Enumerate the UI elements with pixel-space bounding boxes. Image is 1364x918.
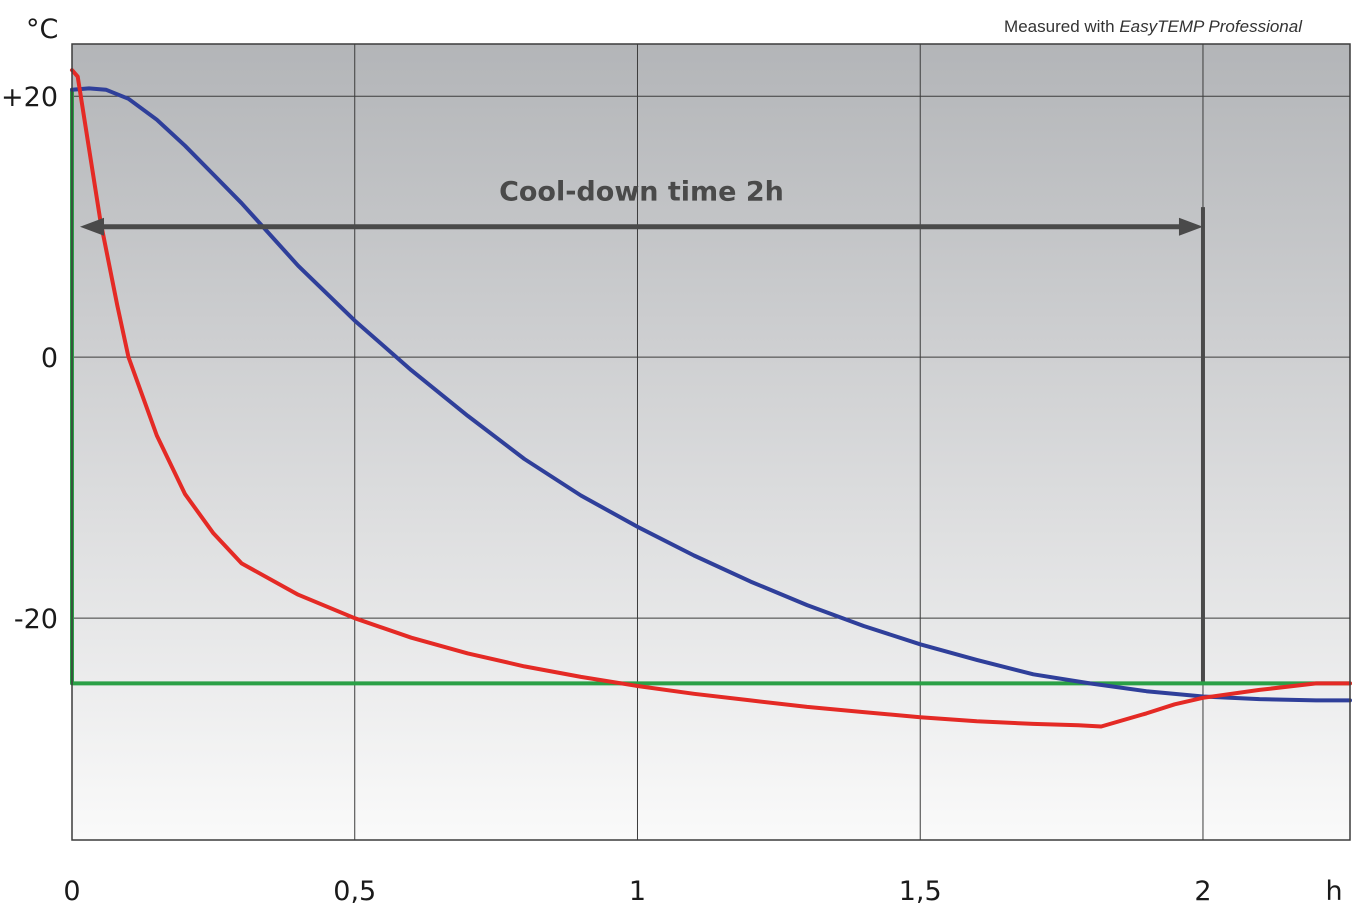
y-tick-label: 0 [41, 343, 58, 374]
measurement-note: Measured with EasyTEMP Professional [1004, 17, 1303, 36]
series-line-0 [70, 68, 1352, 729]
x-axis-ticks: 0 0,5 1 1,5 2 [63, 876, 1211, 907]
annotation-layer: Cool-down time 2h [80, 177, 1203, 236]
x-tick-label: 0 [63, 876, 80, 907]
cooldown-arrow-head-left [80, 217, 104, 236]
plot-frame [71, 43, 1351, 841]
series-line-1 [70, 86, 1352, 703]
x-unit-label: h [1325, 876, 1342, 907]
x-tick-label: 0,5 [333, 876, 376, 907]
x-tick-label: 1 [629, 876, 646, 907]
plot-background [72, 44, 1350, 840]
cooldown-annotation-label: Cool-down time 2h [499, 177, 784, 208]
y-axis-ticks: +20 0 -20 [1, 82, 58, 635]
y-unit-label: °C [26, 14, 58, 45]
x-tick-label: 1,5 [899, 876, 942, 907]
measurement-note-product: EasyTEMP Professional [1119, 17, 1303, 36]
measurement-note-prefix: Measured with [1004, 17, 1119, 36]
y-tick-label: -20 [14, 604, 58, 635]
x-tick-label: 2 [1194, 876, 1211, 907]
y-tick-label: +20 [1, 82, 58, 113]
cooldown-arrow-head-right [1178, 217, 1203, 236]
